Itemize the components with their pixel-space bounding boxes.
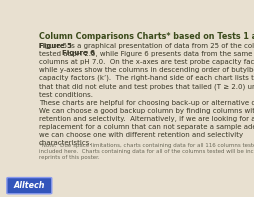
Text: Figure 5: Figure 5	[39, 43, 71, 49]
Text: *Note:  Due space limitations, charts containing data for all 116 columns tested: *Note: Due space limitations, charts con…	[39, 143, 254, 160]
Text: Figure 6: Figure 6	[61, 50, 94, 56]
Text: These charts are helpful for choosing back-up or alternative columns.
We can cho: These charts are helpful for choosing ba…	[39, 100, 254, 146]
Text: Alltech: Alltech	[13, 181, 45, 190]
Text: Column Comparisons Charts* based on Tests 1 and 2: Column Comparisons Charts* based on Test…	[39, 32, 254, 41]
Text: Figure 5 is a graphical presentation of data from 25 of the columns we
tested at: Figure 5 is a graphical presentation of …	[39, 43, 254, 98]
FancyBboxPatch shape	[7, 177, 52, 194]
